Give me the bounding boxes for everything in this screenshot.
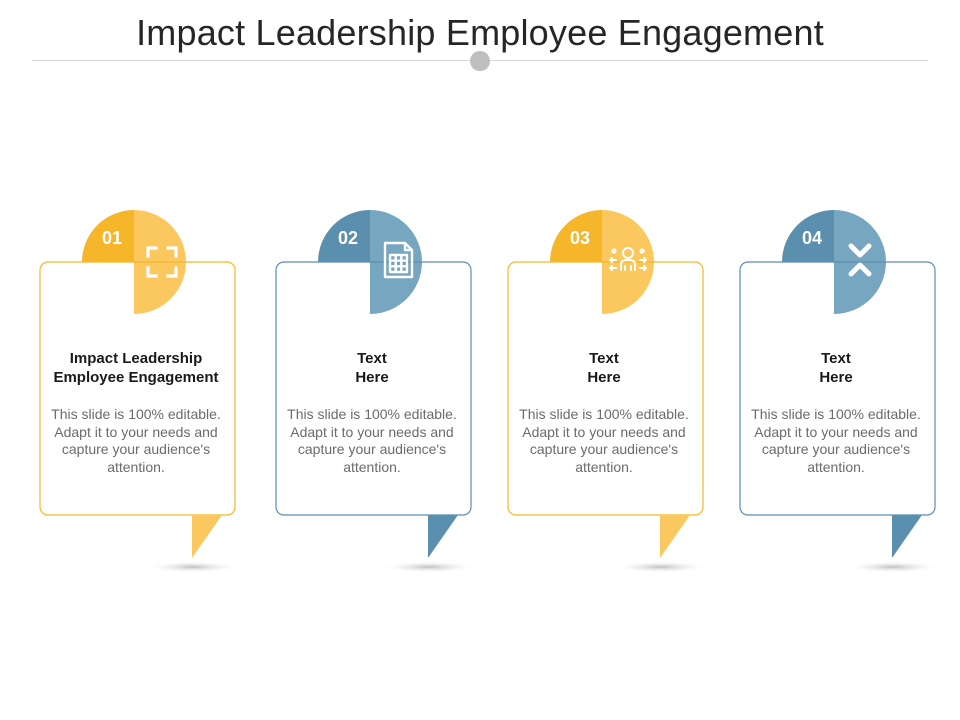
card-body: This slide is 100% editable. Adapt it to…	[751, 406, 921, 475]
card-body: This slide is 100% editable. Adapt it to…	[51, 406, 221, 475]
card-02: 02 Text Here This slide is 100% editable…	[268, 208, 508, 584]
card-02-shape	[275, 210, 477, 573]
idea-person-icon	[606, 240, 650, 284]
card-body: This slide is 100% editable. Adapt it to…	[519, 406, 689, 475]
card-04: 04 Text Here This slide is 100% editable…	[732, 208, 960, 584]
card-01: 01 Impact Leadership Employee Engagement…	[32, 208, 272, 584]
expand-corners-icon	[140, 240, 184, 284]
card-heading: Text Here	[355, 350, 389, 386]
document-grid-icon	[376, 238, 420, 282]
card-number: 04	[801, 228, 823, 248]
card-03: 03 Text Here This slide is 100% editable…	[500, 208, 740, 584]
card-heading: Impact Leadership Employee Engagement	[53, 350, 219, 386]
card-heading: Text Here	[587, 350, 621, 386]
card-03-shape	[507, 210, 709, 573]
page-title: Impact Leadership Employee Engagement	[136, 12, 824, 53]
title-divider-dot	[470, 51, 490, 71]
card-01-shape	[39, 210, 241, 573]
card-number: 03	[569, 228, 591, 248]
card-body: This slide is 100% editable. Adapt it to…	[287, 406, 457, 475]
card-heading: Text Here	[819, 350, 853, 386]
card-number: 01	[101, 228, 123, 248]
card-04-shape	[739, 210, 941, 573]
card-number: 02	[337, 228, 359, 248]
chevrons-collapse-icon	[838, 238, 882, 282]
